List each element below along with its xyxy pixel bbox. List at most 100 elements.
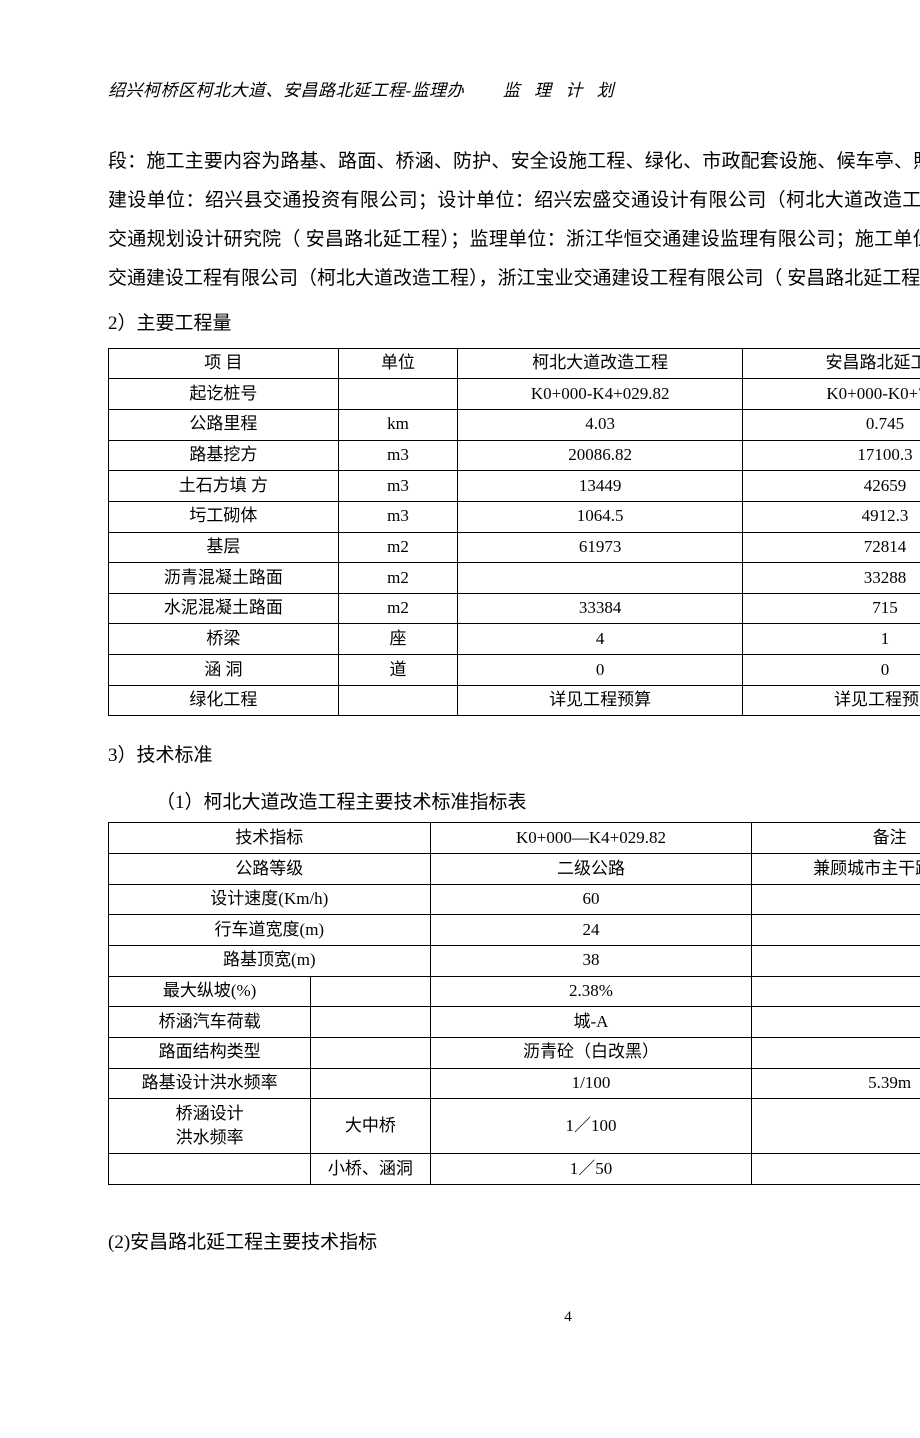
table-header-cell: 项 目 [109, 348, 339, 379]
table-cell: m3 [338, 440, 457, 471]
table-cell: 绿化工程 [109, 685, 339, 716]
header-right-text: 监 理 计 划 [503, 81, 619, 100]
table-cell [752, 976, 920, 1007]
table-cell: 公路里程 [109, 409, 339, 440]
table-cell: m3 [338, 471, 457, 502]
table-cell: 兼顾城市主干路功能 [752, 854, 920, 885]
table-cell: 1/100 [430, 1068, 752, 1099]
table-cell: 桥梁 [109, 624, 339, 655]
table-cell: 24 [430, 915, 752, 946]
table-row: 起讫桩号 K0+000-K4+029.82K0+000-K0+745 [109, 379, 920, 410]
table-cell [338, 379, 457, 410]
table-row: 路基顶宽(m)38 [109, 945, 920, 976]
table-cell: 38 [430, 945, 752, 976]
table-cell: m2 [338, 532, 457, 563]
table-header-cell: 备注 [752, 823, 920, 854]
section-3-heading: 3）技术标准 [108, 740, 920, 767]
table-cell [311, 1068, 430, 1099]
table-cell [311, 1007, 430, 1038]
table-cell: 5.39m [752, 1068, 920, 1099]
table-cell: 路面结构类型 [109, 1037, 311, 1068]
table-cell [458, 563, 743, 594]
table-cell: 路基设计洪水频率 [109, 1068, 311, 1099]
table-row: 桥涵设计洪水频率大中桥1／100 [109, 1099, 920, 1154]
table-cell: 42659 [743, 471, 920, 502]
table-cell: 城-A [430, 1007, 752, 1038]
table-cell [752, 1099, 920, 1154]
table-cell: 4.03 [458, 409, 743, 440]
table-3-title: (2)安昌路北延工程主要技术指标 [108, 1227, 920, 1254]
table-header-cell: 单位 [338, 348, 457, 379]
table-row: 小桥、涵洞1／50 [109, 1154, 920, 1185]
table-cell: 13449 [458, 471, 743, 502]
table-row: 公路等级二级公路兼顾城市主干路功能 [109, 854, 920, 885]
table-cell [752, 1037, 920, 1068]
table-cell [109, 1154, 311, 1185]
table-cell: 道 [338, 655, 457, 686]
table-cell: 桥涵设计洪水频率 [109, 1099, 311, 1154]
table-row: 路面结构类型沥青砼（白改黑） [109, 1037, 920, 1068]
table-cell: 沥青混凝土路面 [109, 563, 339, 594]
table-cell: m2 [338, 593, 457, 624]
table-cell: 61973 [458, 532, 743, 563]
table-header-cell: 技术指标 [109, 823, 431, 854]
table-cell: 土石方填 方 [109, 471, 339, 502]
table-cell: K0+000-K4+029.82 [458, 379, 743, 410]
table-row: 桥梁座41 [109, 624, 920, 655]
table-cell: 4 [458, 624, 743, 655]
table-cell: 座 [338, 624, 457, 655]
table-cell [752, 1007, 920, 1038]
table-header-cell: 安昌路北延工程 [743, 348, 920, 379]
header-left-text: 绍兴柯桥区柯北大道、安昌路北延工程-监理办 [108, 81, 464, 100]
table-cell: 起讫桩号 [109, 379, 339, 410]
table-cell: 715 [743, 593, 920, 624]
page-number: 4 [108, 1309, 920, 1326]
table-cell: 1 [743, 624, 920, 655]
table-cell [338, 685, 457, 716]
table-cell: 33384 [458, 593, 743, 624]
table-cell [752, 945, 920, 976]
table-row: 涵 洞道00 [109, 655, 920, 686]
table-cell: 水泥混凝土路面 [109, 593, 339, 624]
table-cell: 公路等级 [109, 854, 431, 885]
table-cell: 小桥、涵洞 [311, 1154, 430, 1185]
table-row: 最大纵坡(%) 2.38% [109, 976, 920, 1007]
table-cell: 1／50 [430, 1154, 752, 1185]
table-2-title: （1）柯北大道改造工程主要技术标准指标表 [108, 787, 920, 814]
table-cell: 圬工砌体 [109, 501, 339, 532]
table-cell: m2 [338, 563, 457, 594]
table-cell: 0 [743, 655, 920, 686]
table-row: 土石方填 方m31344942659 [109, 471, 920, 502]
tech-standards-table: 技术指标K0+000—K4+029.82备注 公路等级二级公路兼顾城市主干路功能… [108, 822, 920, 1185]
table-cell: 二级公路 [430, 854, 752, 885]
table-cell: 桥涵汽车荷载 [109, 1007, 311, 1038]
table-cell [752, 1154, 920, 1185]
table-cell: 2.38% [430, 976, 752, 1007]
table-cell: 涵 洞 [109, 655, 339, 686]
table-cell: 20086.82 [458, 440, 743, 471]
table-row: 桥涵汽车荷载 城-A [109, 1007, 920, 1038]
table-row: 沥青混凝土路面m233288 [109, 563, 920, 594]
table-cell [752, 884, 920, 915]
table-cell: 17100.3 [743, 440, 920, 471]
table-cell [311, 976, 430, 1007]
table-cell: 基层 [109, 532, 339, 563]
table-cell: 详见工程预算 [458, 685, 743, 716]
table-cell: 0.745 [743, 409, 920, 440]
table-row: 水泥混凝土路面m233384715 [109, 593, 920, 624]
table-cell: m3 [338, 501, 457, 532]
table-cell: 最大纵坡(%) [109, 976, 311, 1007]
table-cell: 路基挖方 [109, 440, 339, 471]
table-row: 设计速度(Km/h)60 [109, 884, 920, 915]
table-row: 公路里程km4.030.745 [109, 409, 920, 440]
table-row: 路基设计洪水频率 1/1005.39m [109, 1068, 920, 1099]
table-cell: 详见工程预算 [743, 685, 920, 716]
table-row: 基层m26197372814 [109, 532, 920, 563]
table-cell: K0+000-K0+745 [743, 379, 920, 410]
table-cell: 设计速度(Km/h) [109, 884, 431, 915]
table-cell: 大中桥 [311, 1099, 430, 1154]
table-cell: 1064.5 [458, 501, 743, 532]
table-cell: 4912.3 [743, 501, 920, 532]
table-row: 绿化工程 详见工程预算详见工程预算 [109, 685, 920, 716]
page-header: 绍兴柯桥区柯北大道、安昌路北延工程-监理办 监 理 计 划 [108, 76, 920, 101]
